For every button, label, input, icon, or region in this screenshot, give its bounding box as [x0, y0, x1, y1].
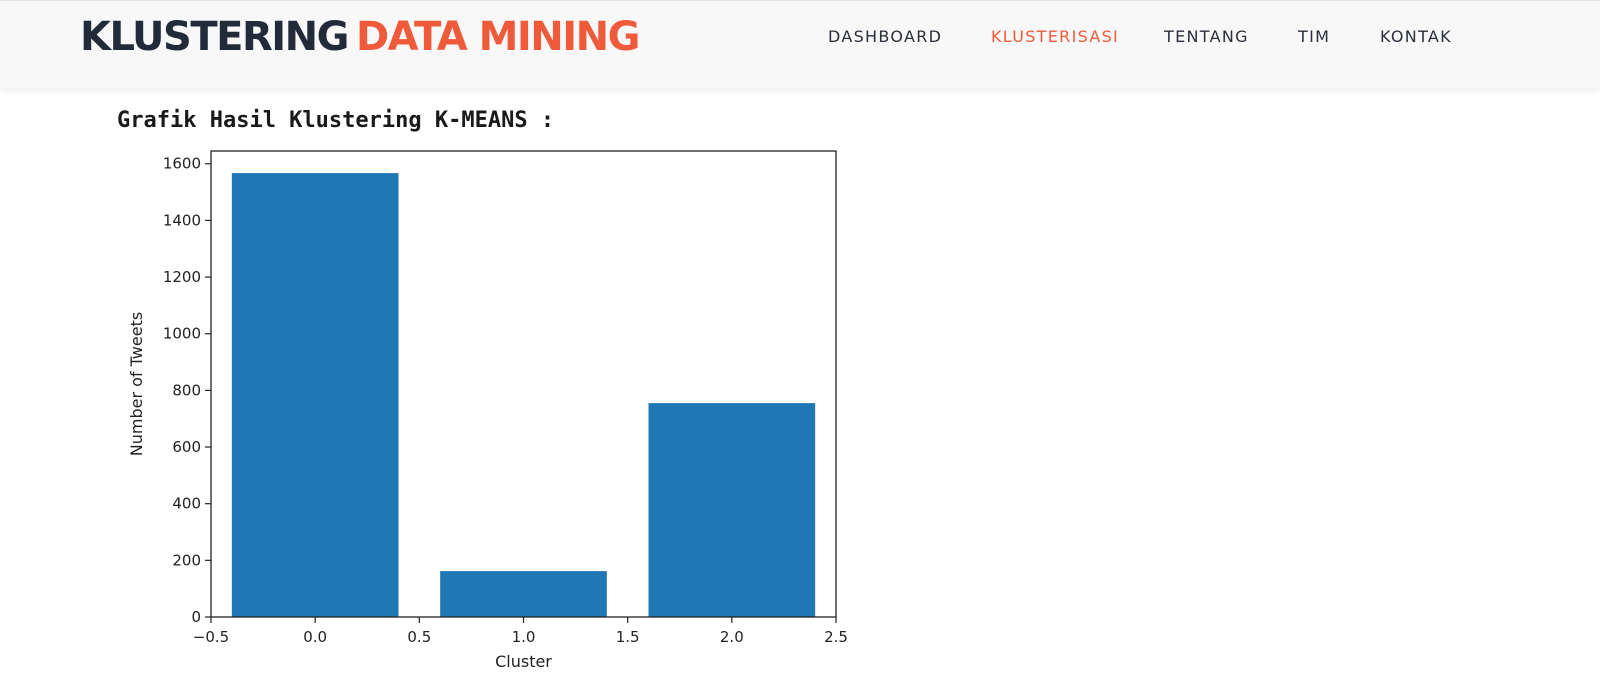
y-axis-ticks: 0 200 400 600 800 1000 1200 1400 1600 [163, 155, 211, 626]
bars-group [231, 173, 816, 617]
x-tick-label: 2.0 [720, 628, 744, 646]
y-tick-label: 400 [172, 495, 201, 513]
y-tick-label: 1400 [163, 211, 201, 229]
nav-item-tim[interactable]: TIM [1298, 27, 1331, 46]
nav-item-dashboard[interactable]: DASHBOARD [828, 27, 943, 46]
x-tick-label: 1.5 [616, 628, 640, 646]
y-tick-label: 0 [191, 608, 201, 626]
section-title: Grafik Hasil Klustering K-MEANS : [117, 108, 555, 133]
nav-menu: DASHBOARD KLUSTERISASI TENTANG TIM KONTA… [0, 25, 1600, 49]
y-tick-label: 1200 [163, 268, 201, 286]
x-axis-ticks: −0.5 0.0 0.5 1.0 1.5 2.0 2.5 [193, 617, 848, 646]
x-tick-label: 1.0 [512, 628, 536, 646]
x-tick-label: 0.0 [303, 628, 327, 646]
x-tick-label: 2.5 [824, 628, 848, 646]
plot-frame [210, 150, 837, 618]
brand-text-primary: KLUSTERING [80, 14, 349, 60]
nav-item-klusterisasi[interactable]: KLUSTERISASI [991, 27, 1120, 46]
navbar: KLUSTERING DATA MINING DASHBOARD KLUSTERI… [0, 0, 1600, 88]
y-tick-label: 1600 [163, 155, 201, 173]
brand-text-accent: DATA MINING [355, 14, 640, 60]
x-axis-label: Cluster [495, 652, 552, 671]
x-tick-label: 0.5 [407, 628, 431, 646]
y-tick-label: 1000 [163, 325, 201, 343]
y-tick-label: 800 [172, 381, 201, 399]
brand-logo[interactable]: KLUSTERING DATA MINING [80, 11, 640, 63]
bar-cluster-2 [648, 403, 816, 617]
bar-cluster-1 [440, 571, 607, 617]
nav-item-tentang[interactable]: TENTANG [1164, 27, 1249, 46]
cluster-bar-chart: 0 200 400 600 800 1000 1200 1400 1600 −0.5 0.0 0.5… [127, 150, 848, 671]
y-axis-label: Number of Tweets [127, 312, 146, 456]
x-tick-label: −0.5 [193, 628, 229, 646]
bar-cluster-0 [231, 173, 399, 617]
nav-item-kontak[interactable]: KONTAK [1380, 27, 1452, 46]
y-tick-label: 200 [172, 551, 201, 569]
y-tick-label: 600 [172, 438, 201, 456]
